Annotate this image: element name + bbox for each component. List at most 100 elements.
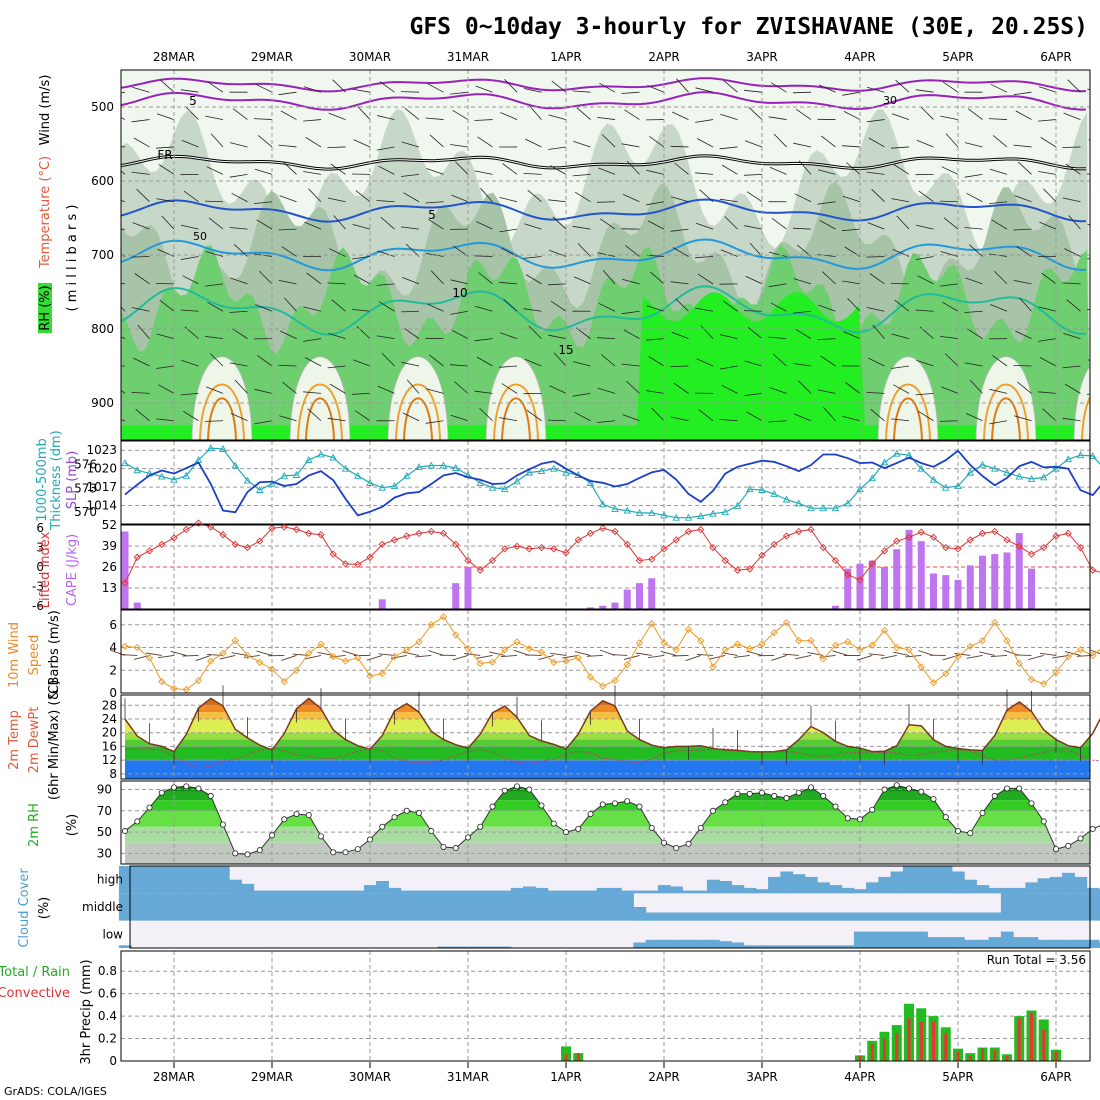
wind-barb xyxy=(768,251,787,257)
precip-tick-label: 0 xyxy=(109,1054,117,1068)
cloud-bar xyxy=(792,912,806,921)
wind-barb xyxy=(793,310,812,314)
wind-barb xyxy=(798,160,812,175)
rh-point xyxy=(428,828,435,835)
rh-labels: 2m RH (%) xyxy=(27,803,80,847)
lifted-index-point xyxy=(256,537,264,545)
lifted-index-point xyxy=(354,560,362,569)
wind-barb xyxy=(1039,357,1057,367)
precip-convective-bar xyxy=(1005,1055,1009,1061)
cloud-bar xyxy=(572,893,585,921)
wind-speed-point xyxy=(733,640,742,648)
precip-units-label: 3hr Precip (mm) xyxy=(79,959,94,1064)
surface-wind-barb xyxy=(1040,652,1057,656)
wind-barb xyxy=(254,420,273,425)
cloud-bar xyxy=(670,912,683,921)
wind-barb xyxy=(941,166,959,175)
rh-point xyxy=(722,799,729,806)
cloud-level-label: high xyxy=(97,873,123,887)
rh-units-label: (%) xyxy=(65,814,80,837)
isotherm-label: 5 xyxy=(189,94,197,108)
wind-barb xyxy=(796,108,812,120)
wind-barb xyxy=(967,328,983,339)
wind-barb xyxy=(744,89,763,93)
cloud-bar xyxy=(964,912,977,921)
rh-point xyxy=(599,801,606,808)
wind-speed-point xyxy=(439,613,448,621)
wind-speed-point xyxy=(268,665,276,673)
rh-point xyxy=(489,803,496,810)
thickness-point xyxy=(868,474,877,482)
lifted-index-point xyxy=(305,529,313,538)
surface-wind-barb xyxy=(1028,655,1044,661)
thickness-tick-label: 570 xyxy=(74,505,97,519)
wind-barb xyxy=(1091,191,1100,202)
wind-barb xyxy=(969,379,983,394)
thickness-point xyxy=(782,495,791,503)
lifted-index-point xyxy=(844,571,852,579)
temp-band xyxy=(125,739,1090,747)
wind-barb xyxy=(964,362,983,367)
thickness-tick-label: 573 xyxy=(74,481,97,495)
wind-barb xyxy=(1038,171,1057,175)
wind-barb xyxy=(891,113,910,120)
wind-barb xyxy=(279,415,297,422)
thickness-point xyxy=(917,464,926,472)
cape-bar xyxy=(1028,568,1035,609)
wind-speed-point xyxy=(121,642,129,651)
cloud-bar xyxy=(743,912,757,921)
wind-barb xyxy=(597,387,616,394)
wind-barb xyxy=(254,201,273,204)
wind-barb xyxy=(818,84,836,93)
wind-speed-point xyxy=(844,638,852,646)
wind-barb xyxy=(1019,297,1032,312)
cloud-bar xyxy=(253,893,267,921)
wind-barb xyxy=(596,201,616,203)
cloud-bar xyxy=(1037,878,1051,894)
wind-barb xyxy=(890,146,910,149)
wind-barb xyxy=(964,227,983,230)
cloud-bar xyxy=(559,893,573,921)
wind-barb xyxy=(696,138,714,148)
wind-barb xyxy=(916,360,934,367)
wind-barb xyxy=(430,270,444,285)
wind-speed-point xyxy=(329,652,337,661)
wind-barb xyxy=(328,112,346,120)
wind-barb xyxy=(304,221,322,230)
wind-barb xyxy=(866,171,885,175)
wind-barb xyxy=(526,409,542,422)
wind-barb xyxy=(945,133,959,148)
rh-point xyxy=(379,823,386,830)
wind-barb xyxy=(793,278,812,285)
wind-barb xyxy=(675,298,689,312)
wind-barb xyxy=(553,352,567,367)
lifted-index-point xyxy=(329,550,337,558)
wind-barb xyxy=(132,86,150,93)
wind-barb xyxy=(330,163,346,175)
lifted-index-point xyxy=(1015,542,1023,550)
wind-speed-point xyxy=(917,663,925,671)
wind-barb xyxy=(180,89,199,93)
rh-point xyxy=(918,788,925,795)
wind-speed-point xyxy=(660,639,668,647)
cloud-bar xyxy=(866,931,879,948)
wind-speed-point xyxy=(782,618,791,627)
lifted-index-point xyxy=(158,540,166,549)
wind-barb xyxy=(524,223,542,230)
cloud-bar xyxy=(719,881,732,894)
cloud-bar xyxy=(976,912,990,921)
cloud-bar xyxy=(768,945,781,948)
wind-barb xyxy=(720,113,738,120)
cape-labels: Lifted Index CAPE (J/kg) xyxy=(38,531,80,608)
wind-barb xyxy=(920,106,934,120)
wind-barb xyxy=(575,327,591,339)
wind-speed-point xyxy=(1089,651,1097,660)
surface-wind-barb xyxy=(403,651,420,656)
precip-convective-bar xyxy=(956,1052,960,1061)
wind-barb xyxy=(499,417,518,422)
wind-barb xyxy=(523,308,542,312)
wind-barb xyxy=(939,200,959,203)
wind-barb xyxy=(1013,280,1032,285)
cape-tick-label: 39 xyxy=(102,539,117,553)
wind-barb xyxy=(695,172,714,175)
